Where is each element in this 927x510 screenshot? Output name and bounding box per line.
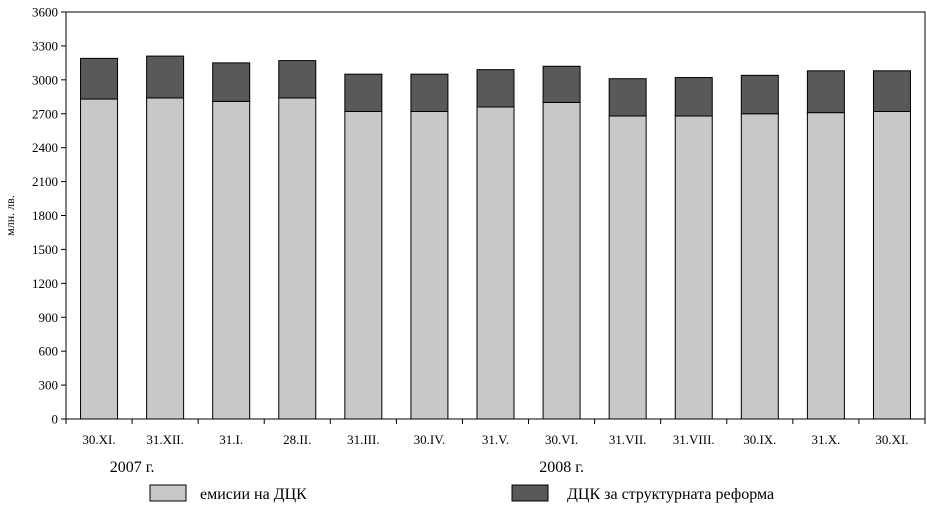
- y-tick-label-3: 900: [39, 310, 59, 325]
- bar-reform-0: [80, 57, 119, 100]
- x-tick-label-10: 30.IX.: [743, 432, 776, 447]
- y-tick-label-7: 2100: [32, 174, 58, 189]
- bar-issues-8: [608, 115, 647, 420]
- bar-reform-2: [212, 62, 251, 102]
- bar-issues-1: [146, 97, 185, 420]
- bar-reform-3: [278, 60, 317, 99]
- bar-reform-8: [608, 78, 647, 117]
- y-axis-label: млн. лв.: [3, 195, 17, 236]
- labels-group: 0 300 600 900 1200 1500 1800 2100 2400 2700 3000 33…: [3, 5, 909, 477]
- x-tick-label-8: 31.VII.: [609, 432, 647, 447]
- legend-swatch-1: [511, 484, 549, 502]
- bar-issues-7: [542, 101, 581, 420]
- bar-reform-5: [410, 73, 449, 112]
- bar-reform-11: [806, 70, 845, 114]
- x-tick-label-0: 30.XI.: [82, 432, 115, 447]
- x-tick-label-5: 30.IV.: [414, 432, 446, 447]
- bar-reform-7: [542, 65, 581, 103]
- bars-group: [80, 55, 911, 420]
- bar-reform-12: [872, 70, 911, 112]
- legend-swatch-0: [149, 484, 187, 502]
- y-tick-label-12: 3600: [32, 5, 58, 20]
- legend-label-0: емисии на ДЦК: [200, 486, 307, 503]
- bar-reform-4: [344, 73, 383, 112]
- year-label-0: 2007 г.: [110, 459, 155, 476]
- y-tick-label-5: 1500: [32, 242, 58, 257]
- bar-issues-3: [278, 97, 317, 420]
- x-tick-label-2: 31.I.: [219, 432, 243, 447]
- bar-issues-10: [740, 113, 779, 420]
- y-tick-label-11: 3300: [32, 38, 58, 53]
- y-tick-label-6: 1800: [32, 208, 58, 223]
- x-tick-label-6: 31.V.: [482, 432, 509, 447]
- x-tick-label-3: 28.II.: [283, 432, 311, 447]
- y-tick-label-0: 0: [52, 412, 59, 427]
- year-label-1: 2008 г.: [539, 459, 584, 476]
- x-tick-label-1: 31.XII.: [146, 432, 184, 447]
- y-tick-label-8: 2400: [32, 140, 58, 155]
- bar-reform-6: [476, 69, 515, 108]
- bar-issues-0: [80, 98, 119, 420]
- bar-issues-12: [872, 110, 911, 420]
- legend: емисии на ДЦК ДЦК за структурната реформа: [149, 484, 774, 503]
- axes-group: [61, 11, 926, 424]
- y-tick-label-10: 3000: [32, 72, 58, 87]
- y-tick-label-2: 600: [39, 344, 59, 359]
- y-tick-label-1: 300: [39, 378, 59, 393]
- bar-reform-9: [674, 77, 713, 117]
- x-tick-label-11: 31.X.: [811, 432, 840, 447]
- x-tick-label-7: 30.VI.: [545, 432, 578, 447]
- bar-issues-2: [212, 100, 251, 420]
- x-tick-label-9: 31.VIII.: [673, 432, 715, 447]
- bar-issues-5: [410, 110, 449, 420]
- bar-issues-4: [344, 110, 383, 420]
- bar-issues-6: [476, 106, 515, 420]
- bar-reform-1: [146, 55, 185, 99]
- y-tick-label-9: 2700: [32, 106, 58, 121]
- x-tick-label-4: 31.III.: [347, 432, 380, 447]
- legend-label-1: ДЦК за структурната реформа: [567, 486, 774, 503]
- x-tick-label-12: 30.XI.: [875, 432, 908, 447]
- bar-issues-9: [674, 115, 713, 420]
- bar-issues-11: [806, 112, 845, 420]
- y-tick-label-4: 1200: [32, 276, 58, 291]
- bar-reform-10: [740, 74, 779, 115]
